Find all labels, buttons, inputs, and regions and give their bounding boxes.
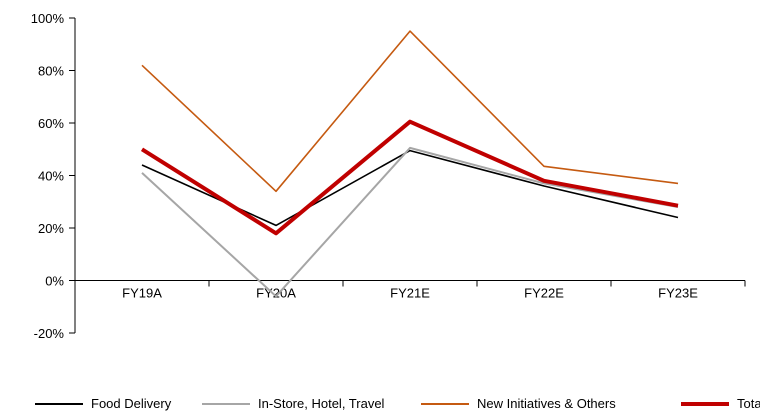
y-tick-label: 20% (38, 221, 64, 236)
series-line-food-delivery (141, 149, 679, 227)
x-tick-label: FY22E (524, 286, 564, 301)
y-tick-label: -20% (34, 326, 65, 341)
x-axis: FY19A FY20A FY21E FY22E FY23E (74, 280, 746, 301)
x-tick-label: FY23E (658, 286, 698, 301)
y-tick-label: 80% (38, 64, 64, 79)
x-tick-label: FY19A (122, 286, 162, 301)
series-line-total (140, 119, 679, 236)
series-line-new-initiatives-others (141, 30, 679, 193)
x-tick-label: FY20A (256, 286, 296, 301)
legend-label: In-Store, Hotel, Travel (258, 396, 385, 411)
y-tick-label: 60% (38, 116, 64, 131)
legend-label: Total (737, 396, 760, 411)
y-tick-label: 0% (45, 274, 64, 289)
x-tick-label: FY21E (390, 286, 430, 301)
y-axis: -20% 0% 20% 40% 60% 80% 100% (31, 11, 76, 341)
series-layer (140, 30, 679, 298)
series-line-in-store-hotel-travel (141, 146, 679, 298)
legend-label: Food Delivery (91, 396, 172, 411)
y-tick-label: 40% (38, 169, 64, 184)
legend: Food Delivery In-Store, Hotel, Travel New … (35, 396, 760, 411)
legend-label: New Initiatives & Others (477, 396, 616, 411)
y-tick-label: 100% (31, 11, 65, 26)
